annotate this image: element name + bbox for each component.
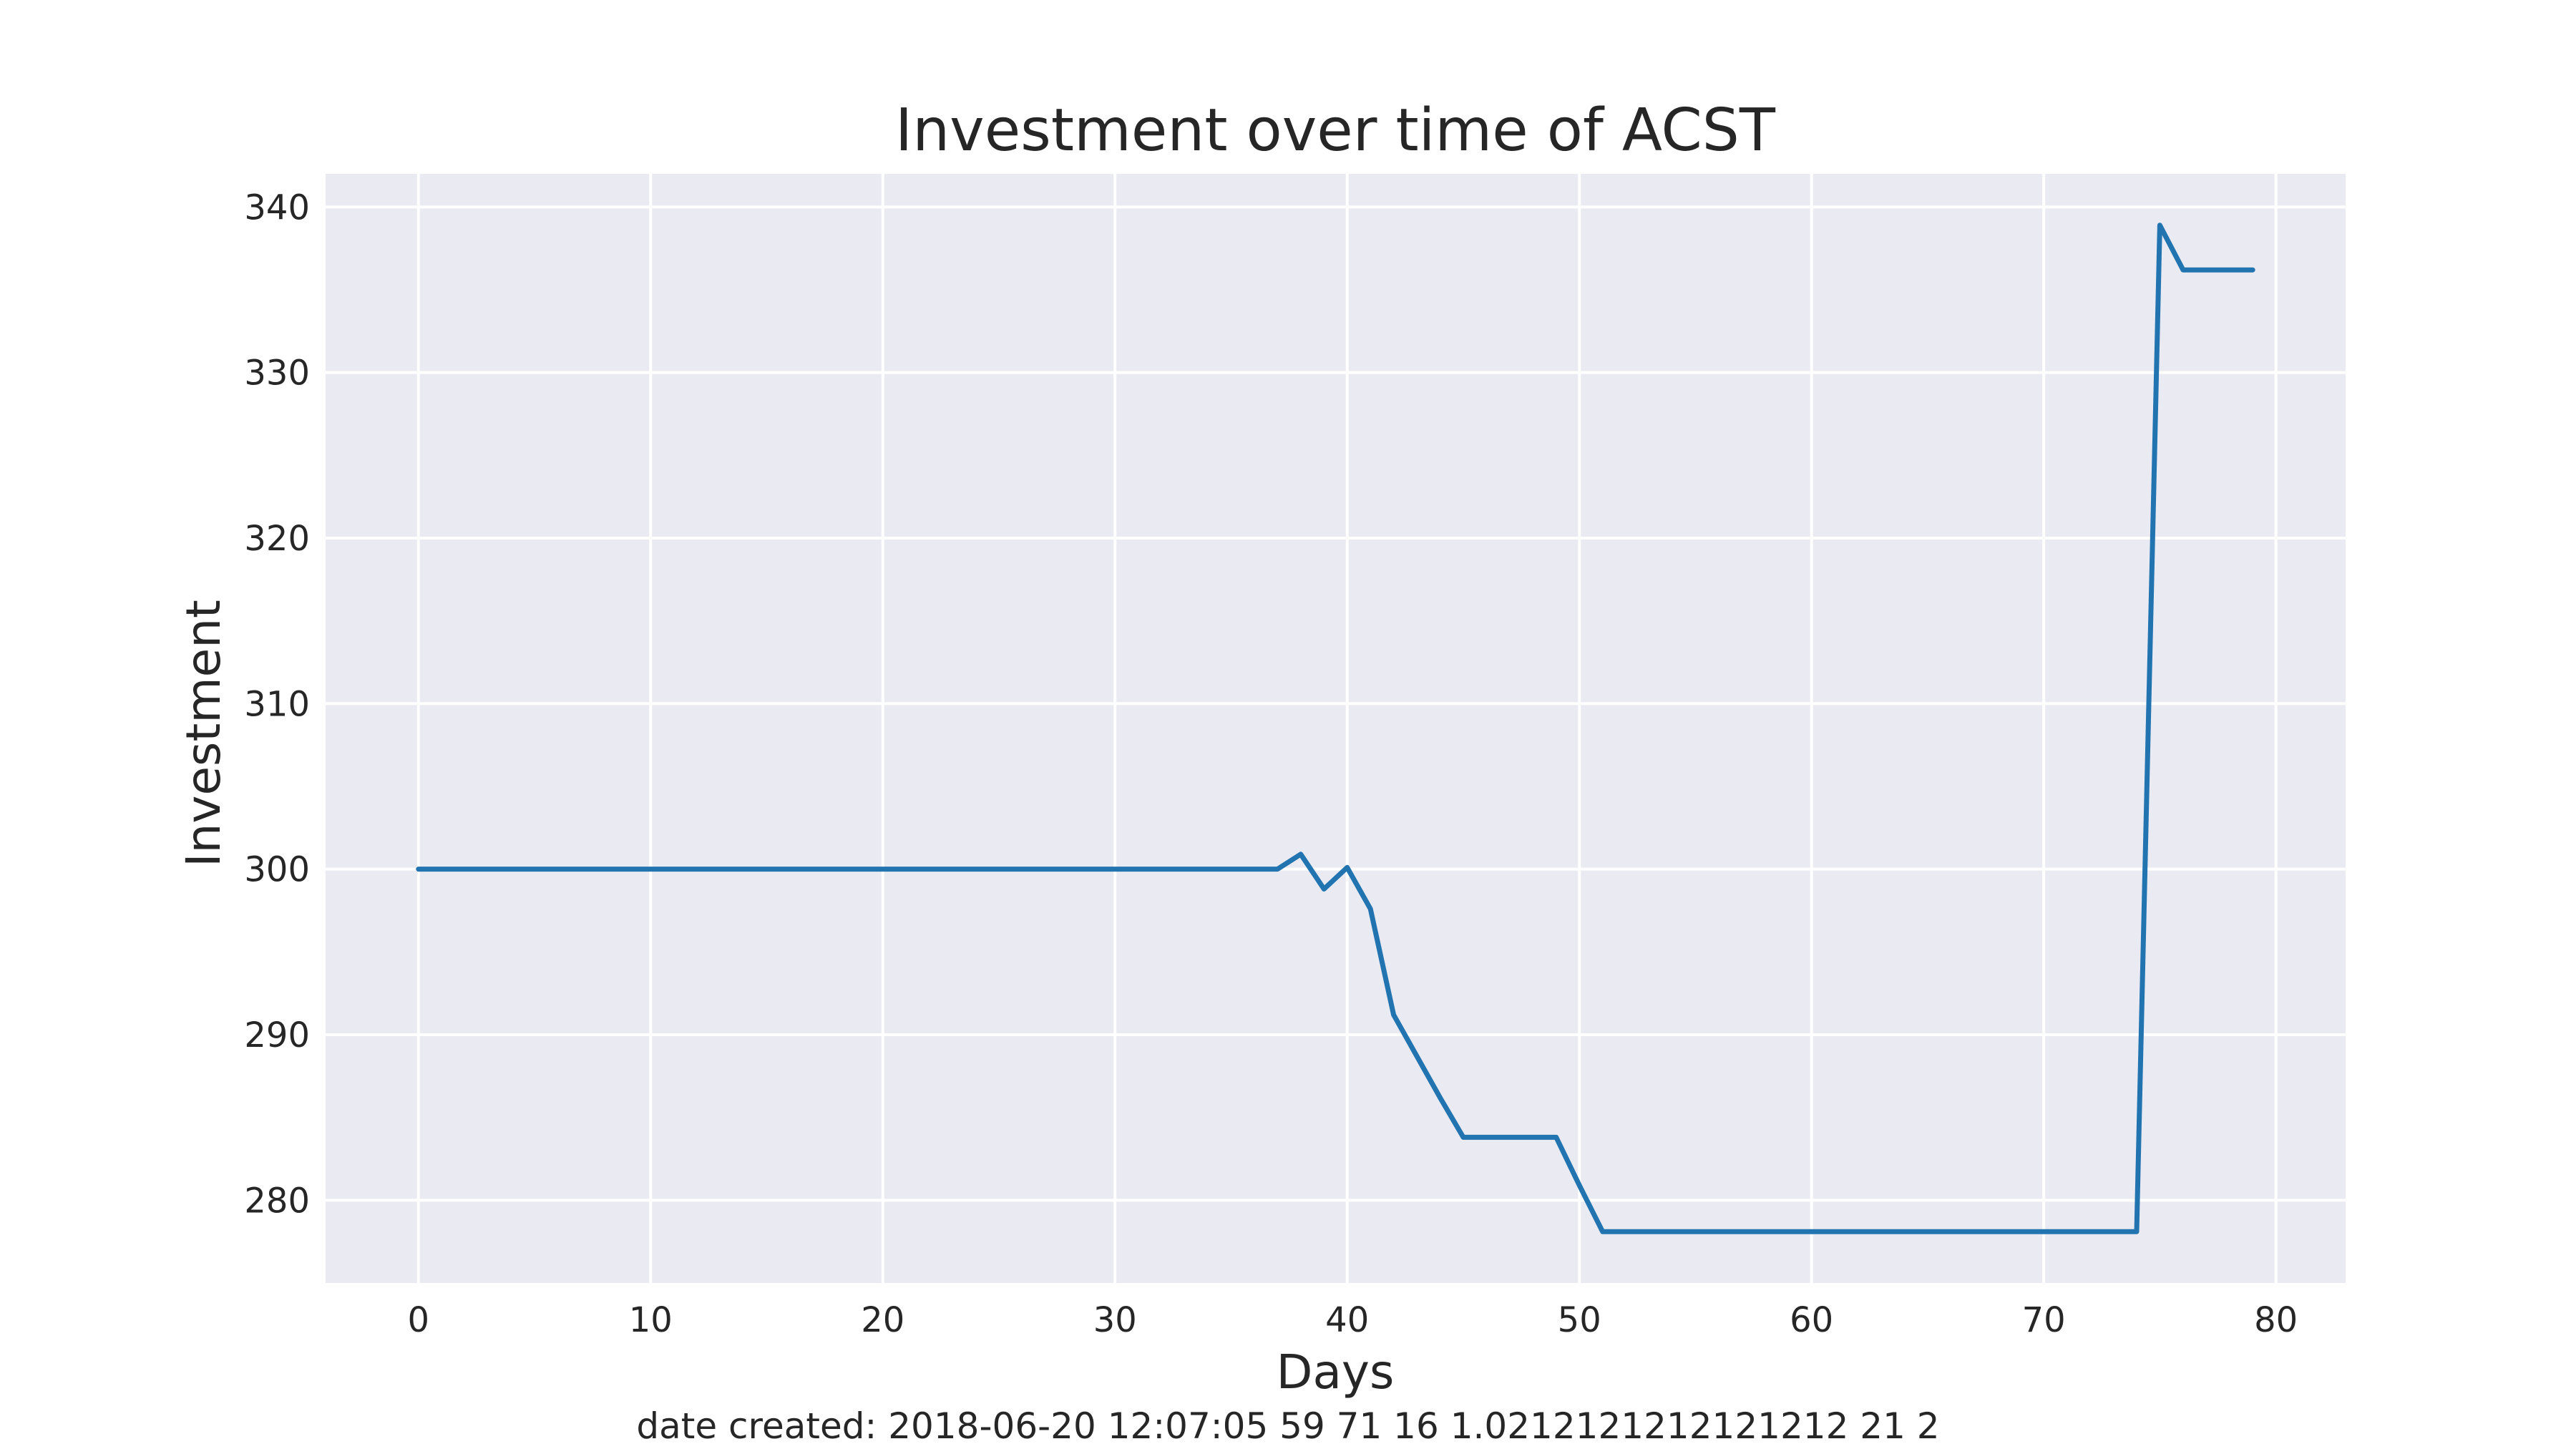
y-tick-label: 310 bbox=[244, 684, 310, 724]
y-tick-label: 320 bbox=[244, 519, 310, 559]
y-tick-label: 330 bbox=[244, 353, 310, 394]
x-tick-label: 60 bbox=[1790, 1300, 1833, 1340]
x-tick-label: 30 bbox=[1093, 1300, 1137, 1340]
tick-labels: 0 10 20 30 40 50 60 70 80 280 290 300 310 320 330 340 bbox=[244, 187, 2298, 1340]
investment-line bbox=[416, 223, 2255, 1234]
y-tick-label: 340 bbox=[244, 187, 310, 228]
y-tick-label: 280 bbox=[244, 1181, 310, 1221]
x-tick-label: 40 bbox=[1325, 1300, 1369, 1340]
x-tick-label: 70 bbox=[2022, 1300, 2066, 1340]
y-tick-label: 290 bbox=[244, 1015, 310, 1055]
x-tick-label: 50 bbox=[1558, 1300, 1601, 1340]
y-tick-label: 300 bbox=[244, 850, 310, 890]
x-axis-label: Days bbox=[1277, 1345, 1395, 1400]
y-axis-label: Investment bbox=[176, 600, 231, 867]
x-tick-label: 80 bbox=[2254, 1300, 2298, 1340]
series-layer bbox=[416, 223, 2255, 1234]
chart-title: Investment over time of ACST bbox=[895, 97, 1776, 165]
plot-area bbox=[326, 174, 2346, 1283]
grid bbox=[326, 174, 2346, 1283]
date-created-caption: date created: 2018-06-20 12:07:05 59 71 … bbox=[636, 1405, 1939, 1447]
x-tick-label: 10 bbox=[629, 1300, 673, 1340]
x-tick-label: 20 bbox=[861, 1300, 904, 1340]
x-tick-label: 0 bbox=[408, 1300, 430, 1340]
